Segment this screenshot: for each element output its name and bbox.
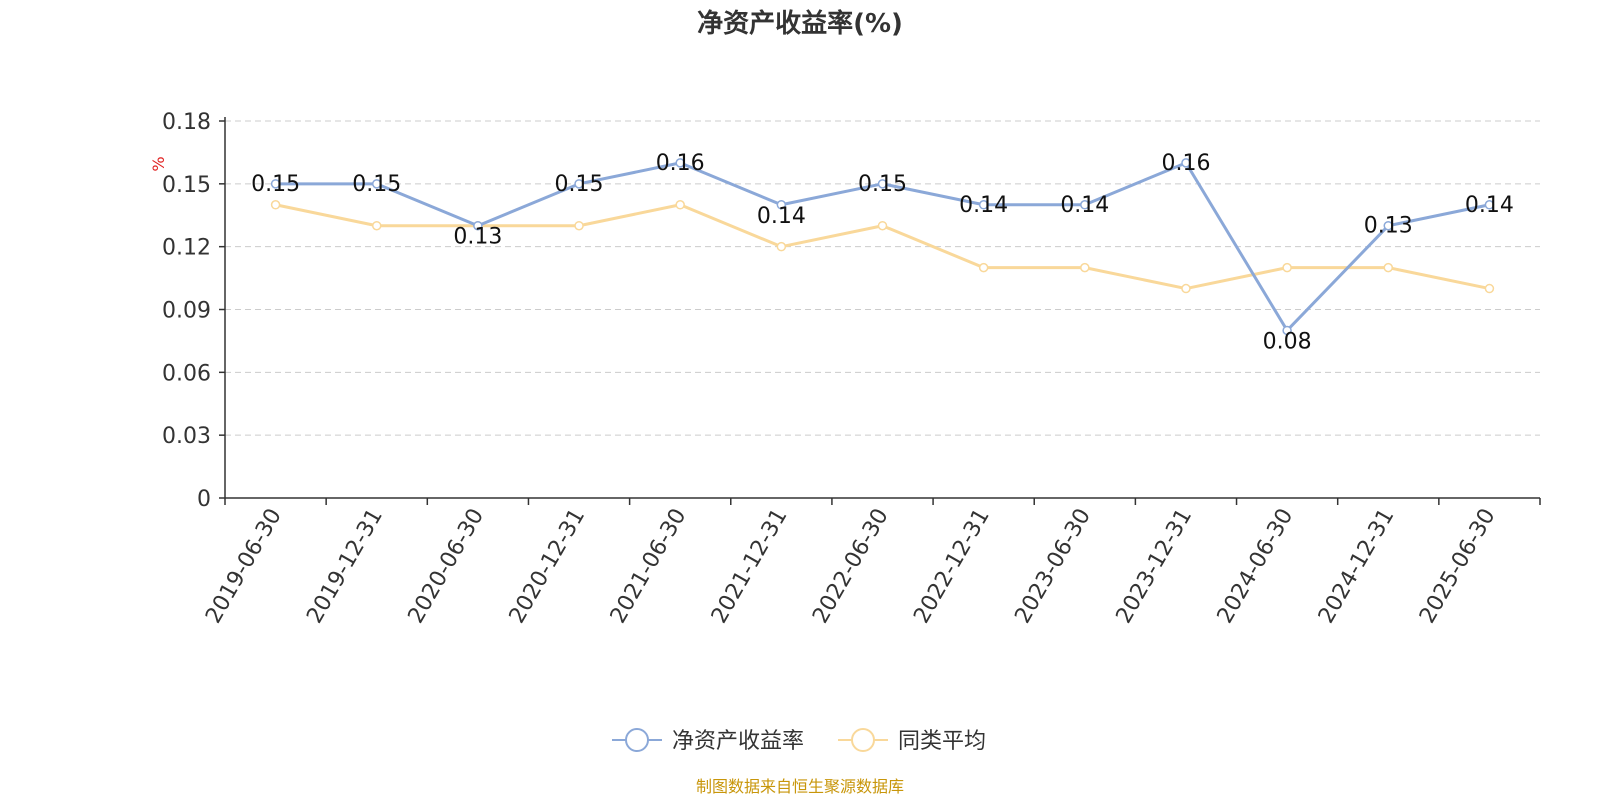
data-point[interactable] [270, 200, 281, 210]
source-note: 制图数据来自恒生聚源数据库 [696, 777, 904, 796]
y-axis-unit: % [149, 156, 168, 171]
x-tick-label: 2024-12-31 [1314, 505, 1400, 628]
y-tick-label: 0.09 [162, 299, 211, 324]
data-point[interactable] [978, 200, 989, 210]
y-axis: 0 0.03 0.06 0.09 0.12 0.15 0.18 [162, 110, 226, 512]
data-point[interactable] [473, 220, 483, 231]
data-point[interactable] [877, 220, 888, 231]
legend-swatch-marker [851, 728, 875, 752]
y-tick-label: 0.12 [162, 236, 211, 261]
y-tick-label: 0.15 [162, 173, 211, 198]
legend-item[interactable]: 同类平均 [838, 728, 986, 754]
series-group [270, 158, 1495, 336]
data-point[interactable] [574, 179, 584, 189]
x-tick-label: 2023-06-30 [1010, 505, 1096, 628]
data-point[interactable] [776, 200, 787, 210]
x-tick-label: 2019-06-30 [201, 505, 287, 628]
legend-swatch-marker [625, 728, 649, 752]
y-tick-label: 0.06 [162, 361, 211, 386]
legend-label: 同类平均 [898, 729, 986, 754]
data-label: 0.16 [1161, 151, 1210, 176]
data-point[interactable] [1484, 283, 1495, 294]
x-tick-label: 2022-12-31 [909, 504, 995, 627]
data-label: 0.15 [251, 172, 300, 197]
legend[interactable]: 净资产收益率 同类平均 [612, 728, 986, 754]
data-label: 0.14 [959, 193, 1008, 218]
x-tick-label: 2020-06-30 [404, 505, 490, 628]
data-label: 0.14 [1060, 193, 1109, 218]
x-tick-label: 2020-12-31 [505, 505, 591, 628]
y-tick-label: 0.18 [162, 110, 211, 135]
x-tick-label: 2023-12-31 [1112, 505, 1198, 628]
data-label: 0.15 [352, 172, 401, 197]
data-label: 0.16 [656, 151, 705, 176]
data-point[interactable] [1080, 200, 1090, 210]
chart-title: 净资产收益率(%) [697, 8, 903, 39]
data-point[interactable] [1181, 283, 1191, 294]
data-point[interactable] [675, 200, 685, 210]
legend-item[interactable]: 净资产收益率 [612, 728, 804, 754]
data-label: 0.14 [757, 204, 806, 229]
data-point[interactable] [1181, 158, 1191, 168]
data-point[interactable] [1282, 325, 1292, 336]
data-point[interactable] [675, 158, 685, 168]
data-point[interactable] [270, 179, 281, 189]
data-point[interactable] [1383, 220, 1394, 231]
data-point[interactable] [978, 262, 989, 273]
grid-lines [225, 120, 1540, 436]
y-tick-label: 0 [197, 487, 211, 512]
x-tick-label: 2022-06-30 [808, 505, 894, 628]
data-label: 0.14 [1465, 193, 1514, 218]
x-tick-label: 2019-12-31 [302, 505, 388, 628]
data-point[interactable] [371, 220, 382, 231]
data-label: 0.08 [1263, 329, 1312, 354]
x-tick-label: 2021-06-30 [606, 505, 692, 628]
x-tick-label: 2021-12-31 [707, 505, 793, 628]
data-labels: 0.15 0.15 0.13 0.15 0.16 0.14 0.15 0.14 0.14 0.16… [251, 151, 1514, 355]
data-point[interactable] [1484, 200, 1495, 210]
y-tick-label: 0.03 [162, 424, 211, 449]
legend-label: 净资产收益率 [672, 729, 804, 754]
x-tick-label: 2025-06-30 [1415, 505, 1501, 628]
x-axis: 2019-06-30 2019-12-31 2020-06-30 2020-12-31… [201, 497, 1541, 628]
data-point[interactable] [371, 179, 382, 189]
data-label: 0.13 [453, 225, 502, 250]
data-point[interactable] [1080, 262, 1090, 273]
data-point[interactable] [574, 220, 584, 231]
data-label: 0.13 [1364, 214, 1413, 239]
data-point[interactable] [1383, 262, 1394, 273]
data-point[interactable] [877, 179, 888, 189]
x-tick-label: 2024-06-30 [1213, 505, 1299, 628]
data-point[interactable] [776, 241, 787, 252]
data-point[interactable] [1282, 262, 1292, 273]
data-label: 0.15 [858, 172, 907, 197]
data-label: 0.15 [555, 172, 604, 197]
